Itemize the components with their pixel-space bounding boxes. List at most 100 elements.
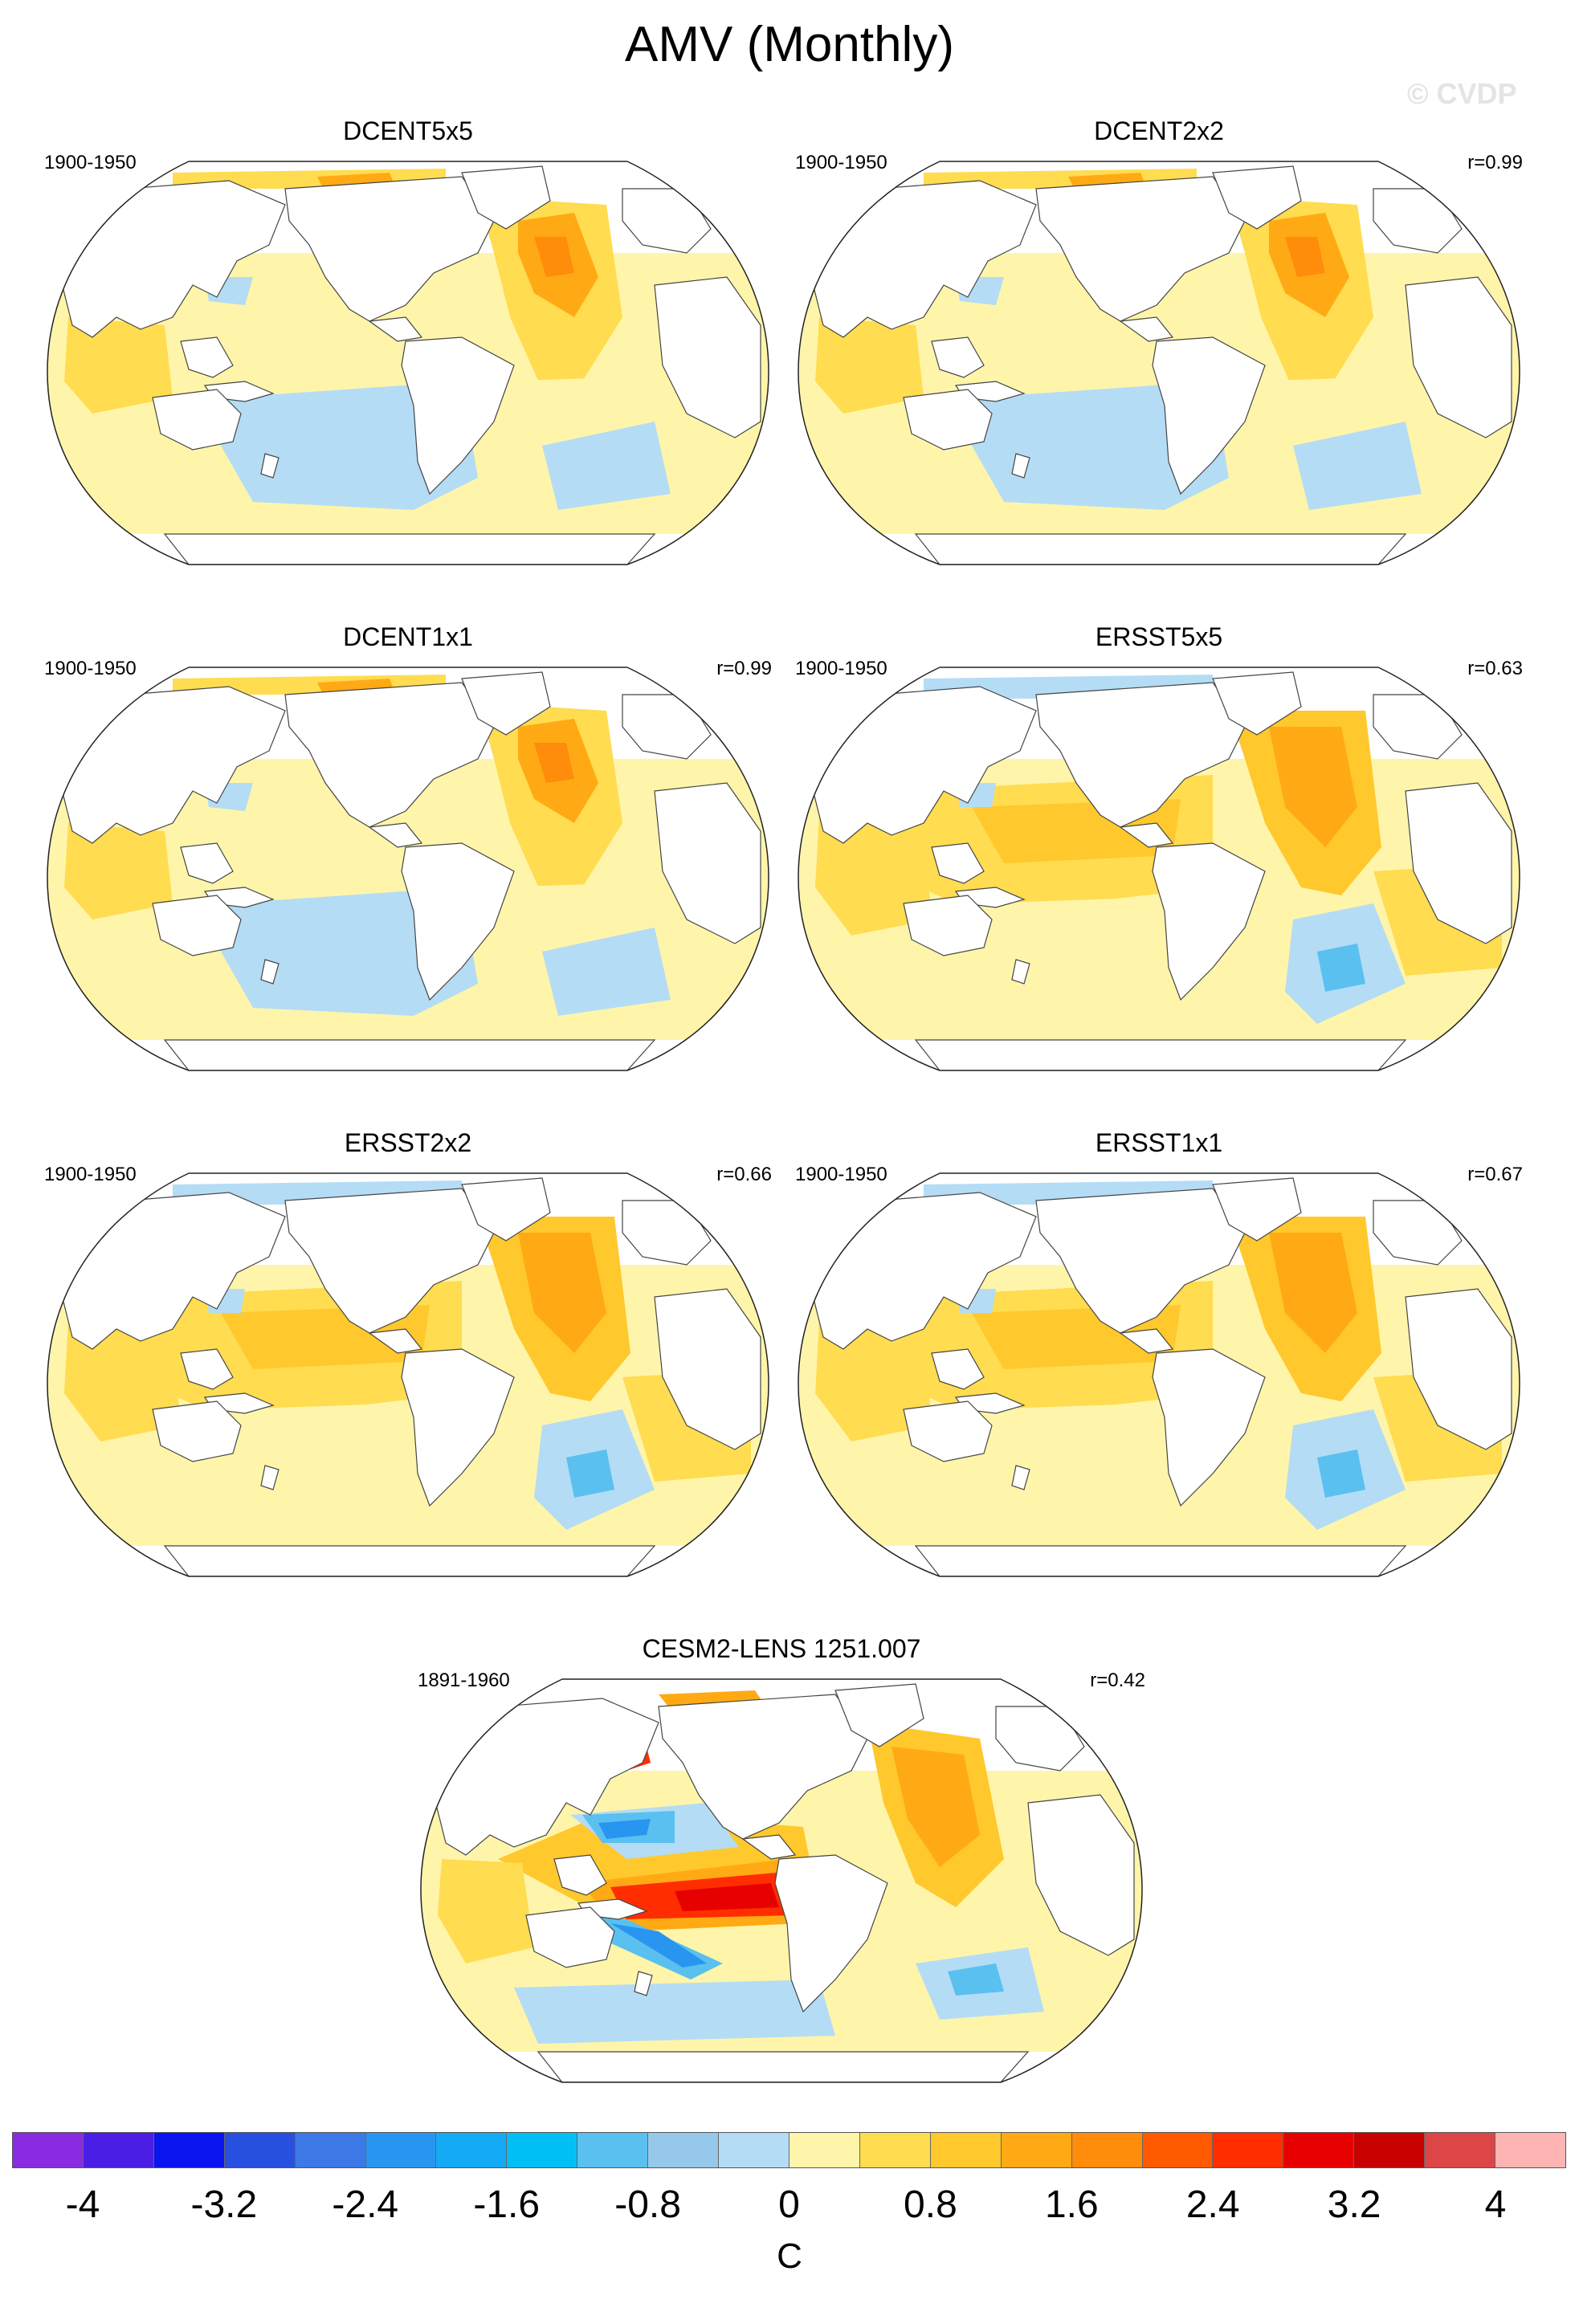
land-camerica xyxy=(741,1834,797,1860)
colorbar-tick-label: -0.8 xyxy=(614,2183,681,2226)
anomaly-contour-fill xyxy=(221,381,478,510)
land-antarctica xyxy=(914,1545,1407,1576)
land-africa xyxy=(1405,782,1512,944)
sst-anomaly-map xyxy=(420,1678,1143,2083)
panel-correlation: r=0.66 xyxy=(716,1164,772,1185)
map-panel-dcent2x2: DCENT2x2 1900-1950 r=0.99 xyxy=(795,116,1523,570)
map-panel-ersst1x1: ERSST1x1 1900-1950 r=0.67 xyxy=(795,1128,1523,1582)
anomaly-contour-fill xyxy=(892,1747,980,1867)
land-africa xyxy=(654,782,761,944)
anomaly-contour-fill xyxy=(542,422,671,510)
figure-title: AMV (Monthly) xyxy=(625,17,954,72)
land-se_asia xyxy=(931,336,985,378)
anomaly-contour-fill xyxy=(980,1401,1221,1522)
land-newzealand xyxy=(260,959,279,985)
panel-period: 1900-1950 xyxy=(44,1164,137,1185)
land-antarctica xyxy=(163,1039,656,1070)
panel-correlation: r=0.67 xyxy=(1467,1164,1523,1185)
land-eurasiaW xyxy=(810,1192,1037,1350)
colorbar-swatch xyxy=(13,2133,84,2167)
land-antarctica xyxy=(914,1039,1407,1070)
colorbar-tick-label: 4 xyxy=(1484,2183,1507,2226)
land-se_asia xyxy=(553,1854,607,1896)
anomaly-contour-fill xyxy=(438,1859,534,1963)
land-samerica xyxy=(401,336,515,495)
map-projection-outline xyxy=(420,1678,1143,2083)
land-se_asia xyxy=(180,842,234,884)
land-australia xyxy=(152,389,242,451)
anomaly-contour-fill xyxy=(815,815,932,936)
map-projection-outline xyxy=(47,667,769,1071)
land-australia xyxy=(152,895,242,956)
map-panel-ersst5x5: ERSST5x5 1900-1950 r=0.63 xyxy=(795,622,1523,1076)
colorbar-tick-label: -2.4 xyxy=(332,2183,399,2226)
map-projection-outline xyxy=(798,1172,1520,1577)
land-greenland xyxy=(834,1683,924,1747)
colorbar-swatch xyxy=(507,2133,578,2167)
land-greenland xyxy=(1212,1177,1302,1242)
colorbar-swatch xyxy=(1071,2133,1143,2167)
anomaly-contour-fill xyxy=(1269,727,1357,847)
colorbar-swatch xyxy=(1142,2133,1214,2167)
land-eurasiaW xyxy=(59,686,286,844)
anomaly-contour-fill xyxy=(598,1819,651,1839)
anomaly-contour-fill xyxy=(1285,237,1325,277)
anomaly-contour-fill xyxy=(64,317,173,414)
anomaly-contour-fill xyxy=(64,823,173,919)
panel-period: 1900-1950 xyxy=(44,658,137,679)
anomaly-contour-fill xyxy=(815,1321,932,1441)
map-panel-cesm2-lens: CESM2-LENS 1251.007 1891-1960 r=0.42 xyxy=(418,1634,1145,2088)
panel-correlation: r=0.42 xyxy=(1090,1670,1145,1691)
map-panel-dcent1x1: DCENT1x1 1900-1950 r=0.99 xyxy=(44,622,772,1076)
anomaly-contour-fill xyxy=(534,237,574,277)
map-projection-outline xyxy=(47,161,769,565)
land-se_asia xyxy=(931,1348,985,1390)
map-panel-ersst2x2: ERSST2x2 1900-1950 r=0.66 xyxy=(44,1128,772,1582)
colorbar-tick-label: 0 xyxy=(778,2183,800,2226)
anomaly-contour-fill xyxy=(518,1233,606,1353)
land-samerica xyxy=(401,842,515,1001)
colorbar-tick-label: -3.2 xyxy=(190,2183,258,2226)
panel-title: DCENT5x5 xyxy=(343,116,473,145)
colorbar-tick-label: -1.6 xyxy=(473,2183,541,2226)
map-projection-outline xyxy=(798,667,1520,1071)
land-se_asia xyxy=(180,336,234,378)
land-antarctica xyxy=(914,533,1407,565)
panel-title: DCENT1x1 xyxy=(343,622,473,651)
cvdp-watermark: © CVDP xyxy=(1407,77,1517,110)
anomaly-contour-fill xyxy=(1317,1449,1365,1498)
map-projection-outline xyxy=(47,1172,769,1577)
anomaly-contour-fill xyxy=(534,743,574,783)
land-australia xyxy=(152,1401,242,1462)
panel-title: ERSST1x1 xyxy=(1095,1128,1223,1157)
panel-period: 1900-1950 xyxy=(795,658,887,679)
land-australia xyxy=(525,1906,615,1968)
land-antarctica xyxy=(537,2051,1030,2082)
land-eurasiaW xyxy=(433,1698,659,1856)
land-africa xyxy=(1405,1288,1512,1450)
land-australia xyxy=(903,895,993,956)
colorbar-swatch xyxy=(83,2133,154,2167)
land-greenland xyxy=(461,671,551,736)
colorbar-swatch xyxy=(1425,2133,1496,2167)
colorbar-tick-label: 0.8 xyxy=(904,2183,957,2226)
panel-title: CESM2-LENS 1251.007 xyxy=(642,1634,921,1663)
panel-title: DCENT2x2 xyxy=(1094,116,1224,145)
land-australia xyxy=(903,389,993,451)
sst-anomaly-map xyxy=(798,667,1520,1071)
anomaly-contour-fill xyxy=(566,1449,614,1498)
land-newzealand xyxy=(1011,1465,1030,1490)
panel-title: ERSST5x5 xyxy=(1095,622,1223,651)
land-samerica xyxy=(1152,336,1266,495)
land-samerica xyxy=(774,1854,888,2013)
colorbar-swatch xyxy=(365,2133,437,2167)
land-camerica xyxy=(1119,1328,1174,1354)
land-newzealand xyxy=(1011,959,1030,985)
land-greenland xyxy=(461,165,551,230)
land-se_asia xyxy=(931,842,985,884)
colorbar-swatch xyxy=(224,2133,296,2167)
colorbar-swatch xyxy=(153,2133,225,2167)
map-projection-outline xyxy=(798,161,1520,565)
colorbar-tick-label: 1.6 xyxy=(1044,2183,1099,2226)
land-greenland xyxy=(461,1177,551,1242)
